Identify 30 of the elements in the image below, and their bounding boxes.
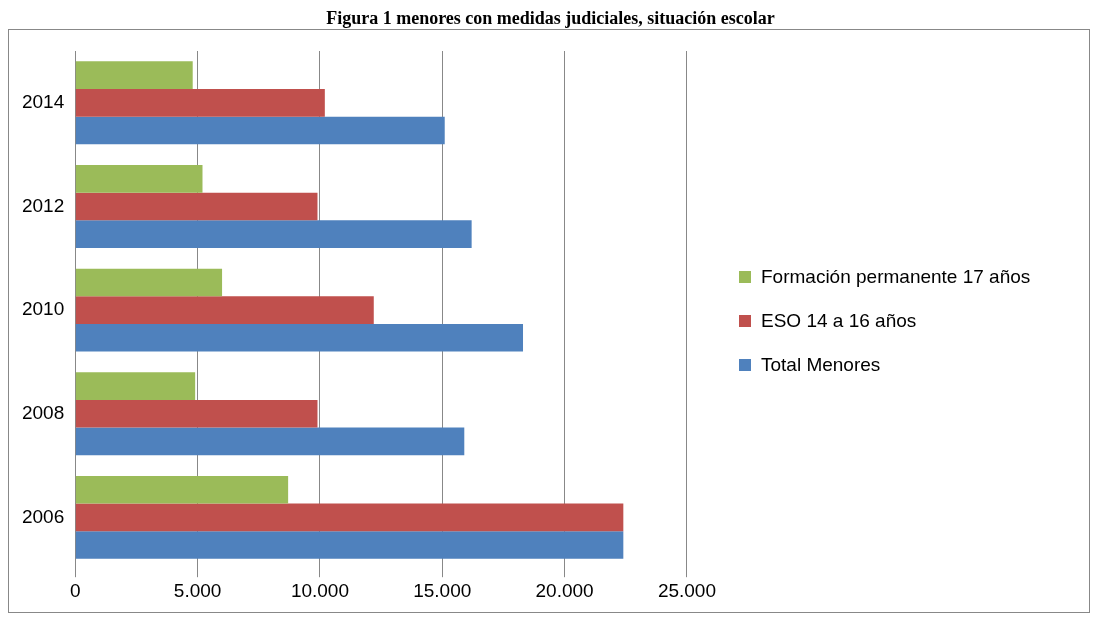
legend-label: Total Menores bbox=[761, 354, 881, 376]
legend-label: Formación permanente 17 años bbox=[761, 266, 1031, 288]
x-tick-label: 5.000 bbox=[173, 579, 222, 601]
y-tick-label: 2006 bbox=[21, 505, 65, 527]
bar bbox=[75, 89, 325, 117]
bar bbox=[75, 296, 374, 324]
bar bbox=[75, 399, 318, 428]
bar bbox=[75, 268, 223, 297]
y-tick-label: 2012 bbox=[21, 194, 65, 216]
bar bbox=[75, 323, 524, 352]
bar bbox=[75, 531, 624, 559]
bar bbox=[75, 475, 289, 504]
x-tick-label: 25.000 bbox=[657, 579, 717, 601]
chart-title: Figura 1 menores con medidas judiciales, situación escolar bbox=[325, 8, 776, 29]
y-tick-label: 2010 bbox=[21, 298, 65, 320]
bar bbox=[75, 372, 196, 400]
bar bbox=[75, 116, 445, 145]
bar bbox=[75, 192, 318, 221]
bar bbox=[75, 61, 193, 89]
bar bbox=[75, 220, 472, 248]
x-tick-label: 10.000 bbox=[290, 579, 349, 601]
legend-label: ESO 14 a 16 años bbox=[761, 310, 917, 332]
bar bbox=[75, 165, 203, 193]
y-tick-label: 2008 bbox=[21, 401, 65, 423]
bar bbox=[75, 503, 624, 532]
x-tick-label: 0 bbox=[69, 579, 81, 601]
x-tick-label: 20.000 bbox=[535, 579, 594, 601]
y-tick-label: 2014 bbox=[21, 91, 65, 113]
x-tick-label: 15.000 bbox=[413, 579, 472, 601]
bar bbox=[75, 427, 465, 456]
